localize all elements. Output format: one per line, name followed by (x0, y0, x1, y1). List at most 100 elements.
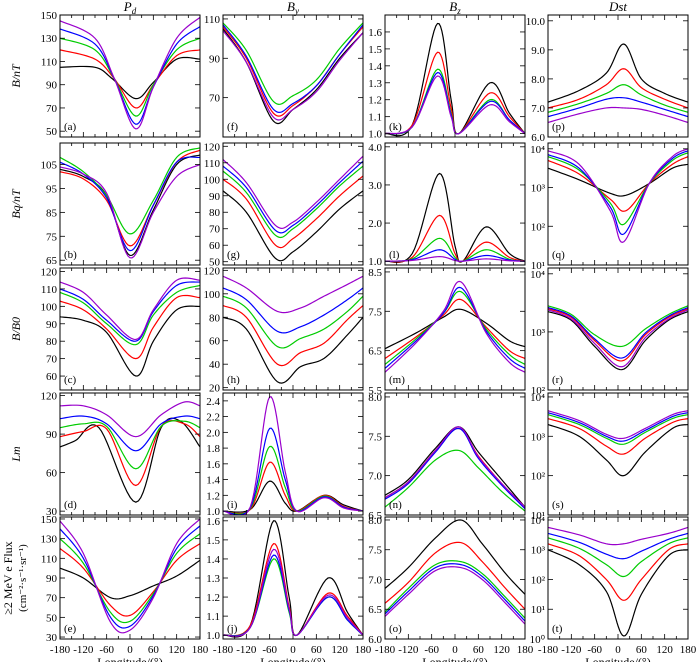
series-purple-j (548, 309, 688, 368)
x-tick-label: 120 (331, 644, 348, 656)
x-tick-label: 180 (192, 644, 209, 656)
y-tick-label: 7.5 (368, 431, 382, 443)
panel-label: (a) (64, 121, 77, 133)
series-green-o (548, 414, 688, 445)
plot-frame (222, 392, 364, 516)
series-black-r (385, 172, 525, 263)
y-tick-label: 1.0 (206, 506, 220, 518)
panel-p: 30 60 90 120 (d) (41, 391, 201, 518)
series-green-e (548, 152, 688, 226)
panel-label: (g) (227, 249, 240, 261)
row-label-Bq: Bq/nT (9, 188, 23, 219)
y-tick-label: 110 (41, 553, 58, 565)
series-red-k (60, 294, 200, 360)
series-blue-t (548, 532, 688, 560)
y-tick-label: 75 (46, 231, 58, 243)
series-black-k (60, 305, 200, 377)
panel-label: (c) (64, 374, 77, 386)
y-tick-label: 120 (41, 266, 58, 278)
y-tick-label: 110 (204, 158, 221, 170)
plot-frame (547, 267, 689, 391)
plot-frame (384, 516, 526, 640)
series-green-i (385, 449, 525, 512)
y-tick-label: 70 (46, 593, 58, 605)
series-green-t (548, 537, 688, 578)
panel-label: (r) (552, 374, 563, 386)
y-tick-label: 10⁴ (530, 269, 545, 281)
series-blue-q (223, 287, 363, 334)
y-tick-label: 130 (41, 33, 58, 45)
y-tick-label: 10⁴ (530, 515, 545, 527)
series-red-p (60, 419, 200, 487)
panel-n: 6.0 6.5 7.0 7.5 8.0 (o) (368, 515, 526, 646)
series-black-p (60, 417, 200, 503)
series-black-q (223, 316, 363, 384)
series-blue-j (548, 306, 688, 359)
plot-frame (547, 14, 689, 138)
panel-label: (m) (389, 374, 405, 386)
y-tick-label: 90 (46, 573, 58, 585)
series-blue-g (223, 24, 363, 114)
y-tick-label: 10.0 (526, 16, 546, 28)
y-tick-label: 90 (46, 319, 58, 331)
panel-label: (d) (64, 499, 77, 511)
y-tick-label: 1.8 (206, 443, 220, 455)
y-tick-label: 10¹ (531, 510, 545, 522)
y-tick-label: 1.5 (206, 535, 220, 547)
panel-label: (p) (552, 121, 565, 133)
row-label-B: B/nT (9, 63, 23, 88)
series-black-h (223, 520, 363, 638)
series-red-i (385, 427, 525, 508)
series-black-e (548, 163, 688, 197)
series-black-i (385, 426, 525, 508)
y-tick-label: 10³ (531, 431, 546, 443)
series-blue-i (385, 427, 525, 510)
series-green-d (385, 290, 525, 365)
series-red-q (223, 304, 363, 367)
y-tick-label: 30 (46, 632, 58, 644)
y-tick-label: 10⁴ (530, 144, 545, 156)
series-blue-a (60, 26, 200, 125)
series-red-r (385, 214, 525, 263)
y-tick-label: 1.6 (206, 516, 220, 528)
y-tick-label: 7.5 (368, 306, 382, 318)
series-purple-r (385, 256, 525, 262)
series-black-j (548, 310, 688, 371)
panel-q: 20 40 60 80 100 120 (h) (204, 265, 364, 395)
series-red-f (60, 149, 200, 247)
row-label-flux: ≥2 MeV e Flux (1, 541, 15, 614)
panel-label: (j) (227, 623, 238, 635)
y-tick-label: 90 (209, 191, 221, 203)
y-tick-label: 90 (46, 429, 58, 441)
series-green-q (223, 295, 363, 349)
series-red-j (548, 308, 688, 362)
panel-i: 6.5 7.0 7.5 8.0 (n) (368, 392, 526, 522)
y-tick-label: 60 (46, 468, 58, 480)
y-tick-label: 110 (41, 56, 58, 68)
x-tick-label: -180 (213, 644, 234, 656)
series-blue-s (548, 96, 688, 118)
series-green-l (223, 165, 363, 239)
y-tick-label: 1.2 (368, 95, 382, 107)
series-purple-b (60, 518, 200, 634)
series-purple-e (548, 148, 688, 243)
column-title-bz: Bz (449, 0, 461, 16)
panel-a: 50 70 90 110 130 150 (a) (41, 10, 201, 138)
series-green-s (548, 84, 688, 113)
y-tick-label: 85 (46, 207, 58, 219)
series-red-g (223, 26, 363, 117)
x-tick-label: 60 (311, 644, 323, 656)
series-purple-l (223, 155, 363, 229)
panel-label: (k) (389, 121, 402, 133)
y-tick-label: 9.0 (531, 45, 545, 57)
x-tick-label: -180 (375, 644, 396, 656)
panel-s: 6.0 7.0 8.0 9.0 10.0 (p) (526, 14, 689, 144)
y-tick-label: 105 (41, 160, 58, 172)
series-purple-o (548, 410, 688, 440)
y-tick-label: 3.0 (368, 180, 382, 192)
x-axis-label: Longitude/(°) (260, 655, 325, 662)
series-black-s (548, 43, 688, 103)
plot-frame (59, 14, 201, 138)
series-green-g (223, 22, 363, 105)
y-tick-label: 100 (204, 174, 221, 186)
